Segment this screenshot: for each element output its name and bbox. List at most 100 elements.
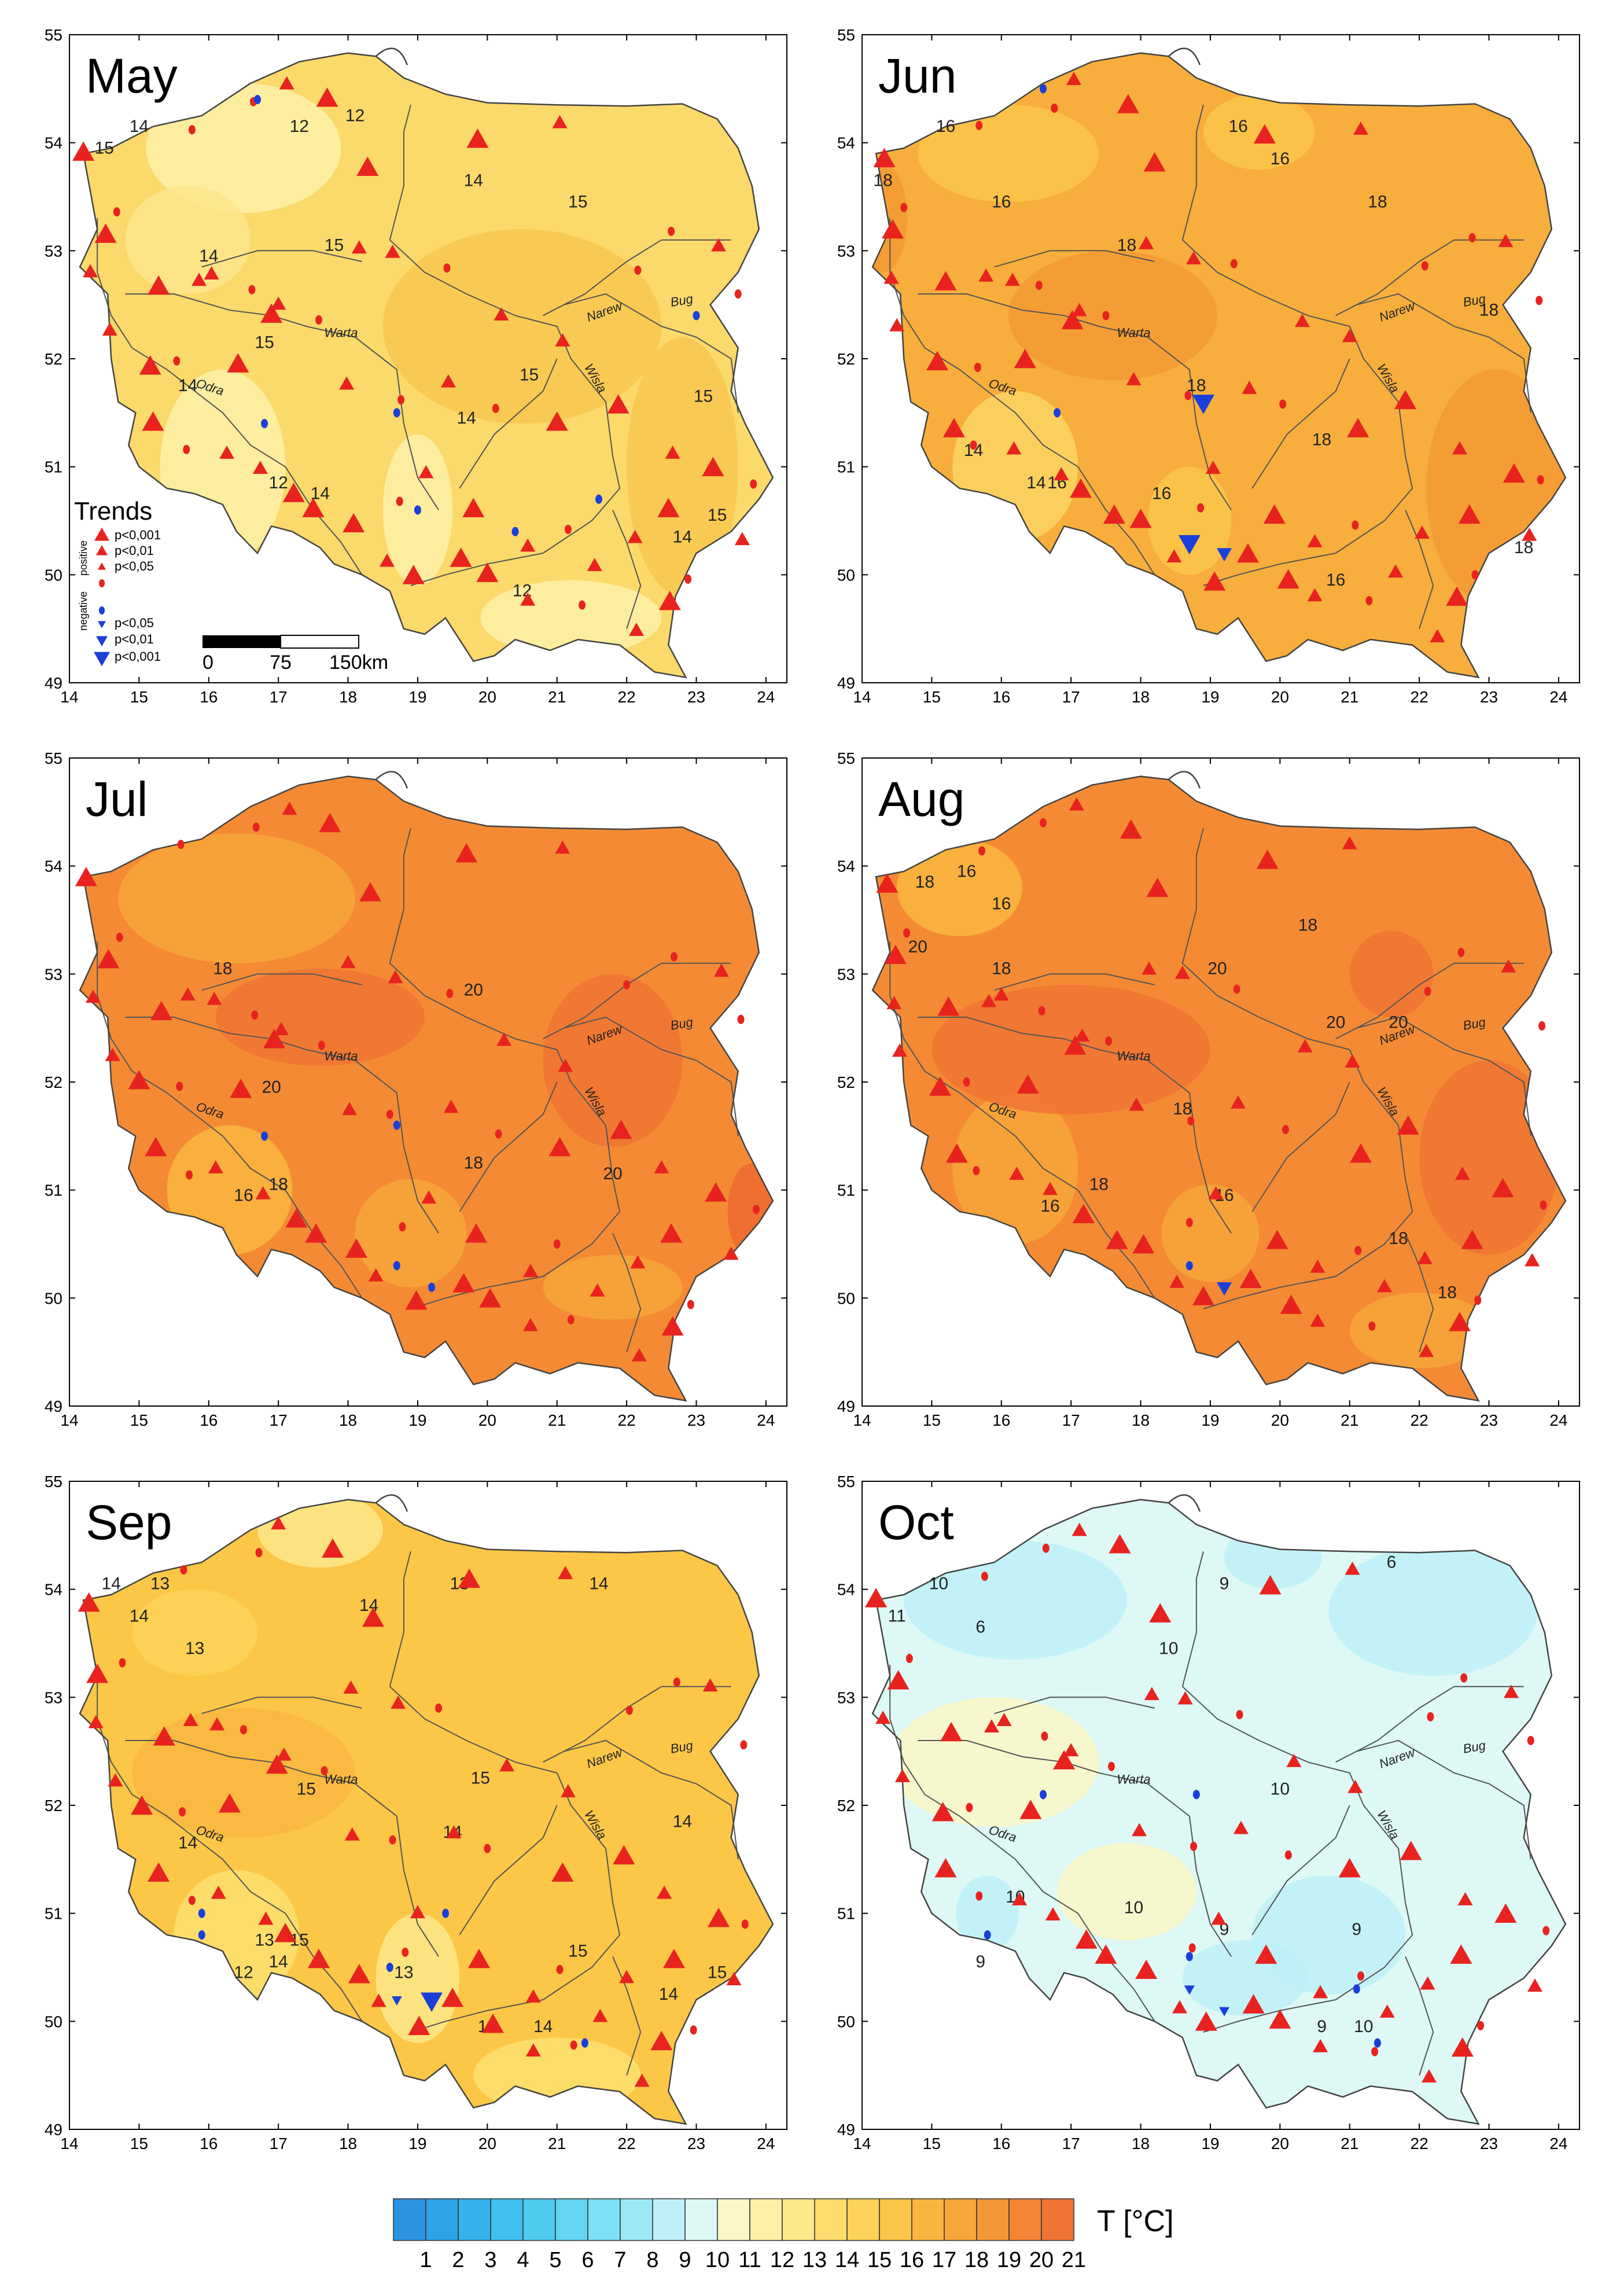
- positive-trend-marker: [1342, 836, 1357, 849]
- positive-trend-dot: [1427, 1712, 1434, 1721]
- positive-trend-marker: [88, 1714, 104, 1728]
- river-warta: [125, 293, 439, 510]
- river-sanriver: [1405, 509, 1434, 630]
- positive-trend-marker: [1064, 1035, 1087, 1055]
- lon-tick-label: 15: [130, 1411, 148, 1429]
- map-panel-sep: 14 15 16 17 18 19 20 21 22 23 24 49 50 51 52 53 54 55 Wart…: [45, 1473, 787, 2152]
- positive-trend-dot: [553, 1239, 561, 1249]
- positive-trend-marker: [1043, 1182, 1058, 1195]
- positive-trend-marker: [1338, 1858, 1361, 1878]
- isoline-label: 14: [589, 1574, 608, 1594]
- legend-positive-dot: [99, 579, 105, 587]
- positive-trend-dot: [1536, 296, 1543, 306]
- positive-trend-dot: [1184, 391, 1192, 400]
- lat-tick-label: 50: [837, 1289, 855, 1307]
- temperature-field: [872, 1499, 1566, 2124]
- river-label-warta: Warta: [324, 326, 358, 340]
- colorbar-tick-label: 10: [705, 2248, 730, 2272]
- lat-tick-label: 52: [837, 1073, 855, 1091]
- lon-tick-label: 16: [200, 2135, 218, 2152]
- positive-trend-dot: [750, 479, 757, 489]
- isoline-label: 16: [992, 193, 1011, 212]
- colorbar-swatch: [587, 2198, 621, 2241]
- positive-trend-marker: [1045, 1907, 1061, 1920]
- positive-trend-marker: [1347, 418, 1369, 437]
- positive-trend-marker: [1142, 961, 1157, 975]
- positive-trend-marker: [940, 1721, 963, 1742]
- lon-tick-label: 20: [478, 688, 496, 706]
- lon-tick-label: 20: [478, 1411, 496, 1429]
- positive-trend-marker: [340, 955, 356, 969]
- positive-trend-marker: [1492, 1178, 1514, 1198]
- country-border: [79, 52, 774, 679]
- positive-trend-marker: [402, 565, 425, 584]
- colorbar-tick-label: 3: [484, 2248, 496, 2272]
- positive-trend-marker: [1063, 1743, 1079, 1757]
- positive-trend-marker: [1397, 1115, 1419, 1135]
- isoline-label: 18: [1298, 916, 1317, 935]
- lon-tick-label: 21: [548, 688, 566, 706]
- temperature-zone: [1349, 930, 1434, 1018]
- isoline-label: 15: [297, 1779, 316, 1798]
- positive-trend-marker: [458, 1568, 481, 1588]
- isoline-label: 20: [1207, 959, 1227, 978]
- colorbar-title: T [°C]: [1097, 2205, 1174, 2238]
- positive-trend-marker: [875, 1710, 891, 1724]
- hel-peninsula: [1168, 47, 1201, 65]
- isoline-label: 15: [568, 1941, 587, 1960]
- colorbar-tick-label: 4: [517, 2248, 529, 2272]
- lat-tick-label: 51: [837, 458, 855, 476]
- negative-trend-dot: [254, 95, 262, 104]
- isoline-label: 18: [213, 959, 232, 978]
- scalebar-label: 0: [203, 652, 213, 674]
- positive-trend-dot: [1041, 1731, 1048, 1741]
- positive-trend-marker: [466, 128, 489, 148]
- positive-trend-marker: [520, 538, 536, 552]
- lat-tick-label: 49: [837, 1397, 855, 1415]
- positive-trend-marker: [894, 1769, 910, 1783]
- legend-positive-label: p<0,01: [115, 543, 154, 558]
- positive-trend-dot: [386, 1110, 393, 1119]
- temperature-field: [80, 1499, 773, 2124]
- hel-peninsula: [1168, 771, 1201, 789]
- positive-trend-marker: [443, 1099, 459, 1113]
- temperature-colorbar: 1 2 3 4 5 6 7 8 9 10 11 12 13 14 15 16 17 18 19 20 21T [°C]: [393, 2198, 1174, 2272]
- river-bug: [1356, 1739, 1531, 1860]
- temperature-zone: [118, 833, 355, 963]
- panel-title: Oct: [878, 1495, 954, 1550]
- positive-trend-dot: [1357, 1971, 1364, 1981]
- lon-tick-label: 21: [1341, 688, 1358, 706]
- positive-trend-marker: [467, 1948, 490, 1968]
- positive-trend-marker: [1208, 1186, 1224, 1199]
- positive-trend-marker: [1139, 236, 1154, 249]
- negative-trend-dot: [442, 1908, 450, 1918]
- lat-tick-label: 53: [837, 242, 855, 260]
- negative-trend-dot: [198, 1930, 205, 1940]
- positive-trend-marker: [227, 353, 249, 373]
- river-warta: [918, 1740, 1232, 1957]
- lon-tick-label: 23: [687, 2135, 705, 2152]
- positive-trend-marker: [658, 590, 681, 610]
- positive-trend-marker: [285, 1208, 308, 1228]
- positive-trend-marker: [560, 1784, 576, 1798]
- positive-trend-marker: [211, 1885, 226, 1899]
- colorbar-swatch: [522, 2198, 556, 2241]
- positive-trend-marker: [345, 1238, 367, 1258]
- positive-trend-marker: [1269, 2009, 1291, 2029]
- colorbar-swatch: [976, 2198, 1010, 2241]
- isoline-label: 15: [694, 387, 713, 406]
- positive-trend-dot: [173, 356, 181, 366]
- positive-trend-dot: [402, 1947, 409, 1957]
- temperature-zone: [1182, 1940, 1308, 2017]
- temperature-zone: [132, 1708, 355, 1838]
- lon-tick-label: 23: [687, 1411, 705, 1429]
- positive-trend-dot: [1185, 1217, 1193, 1227]
- positive-trend-dot: [1474, 1296, 1482, 1305]
- negative-trend-marker: [1178, 535, 1201, 555]
- isoline-label: 16: [1228, 117, 1247, 136]
- positive-trend-marker: [343, 513, 365, 533]
- country-border: [79, 1499, 774, 2125]
- negative-trend-dot: [511, 527, 519, 536]
- isoline-label: 15: [568, 193, 587, 212]
- positive-trend-marker: [145, 1136, 167, 1157]
